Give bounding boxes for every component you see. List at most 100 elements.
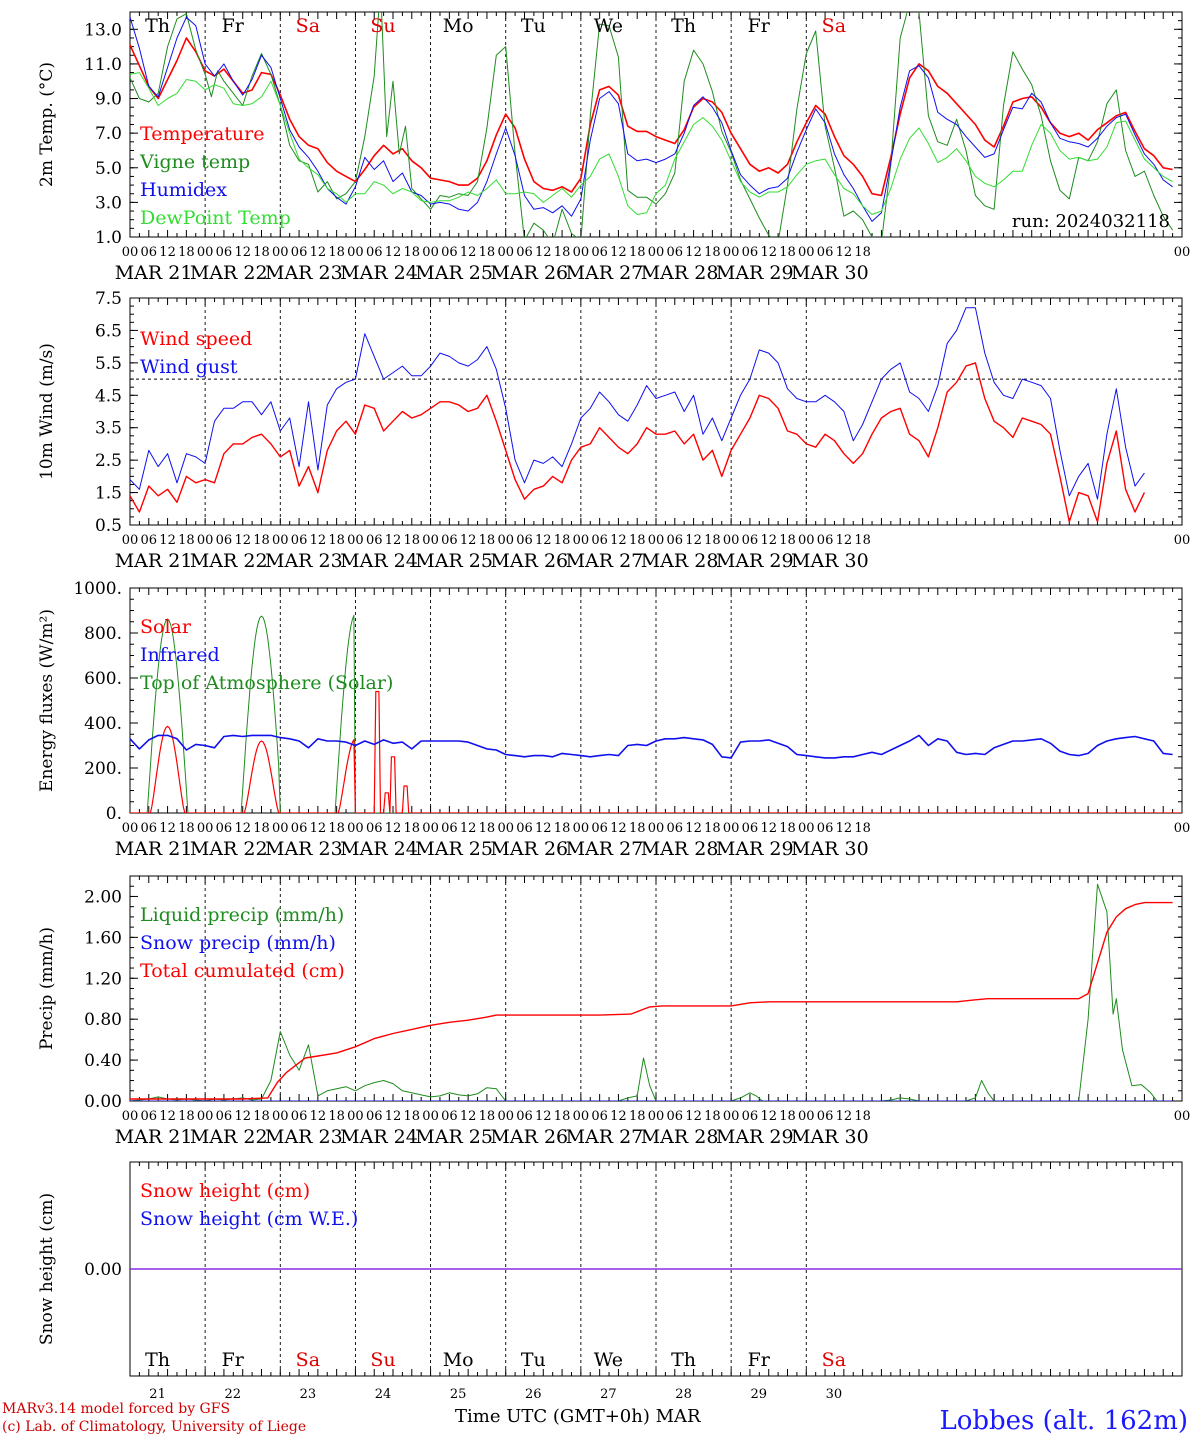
legend-entry: Solar (140, 616, 192, 638)
model-credit: MARv3.14 model forced by GFS (c) Lab. of… (2, 1400, 306, 1436)
y-tick-label: 0.00 (84, 1260, 122, 1280)
hour-tick-label: 12 (385, 245, 402, 260)
series-layer (130, 614, 1182, 813)
day-number-label: 26 (525, 1387, 542, 1402)
hour-tick-label: 18 (253, 533, 270, 548)
hour-tick-label: 06 (366, 1109, 383, 1124)
y-tick-label: 0.40 (84, 1051, 122, 1071)
hour-tick-label: 12 (159, 1109, 176, 1124)
hour-tick-label: 00 (723, 821, 740, 836)
legend-entry: Snow precip (mm/h) (140, 932, 336, 954)
hour-tick-label: 18 (854, 821, 871, 836)
hour-tick-label: 00 (122, 1109, 139, 1124)
hour-tick-label: 06 (742, 533, 759, 548)
y-tick-label: 4.5 (95, 386, 122, 406)
legend-entry: Snow height (cm) (140, 1180, 310, 1202)
hour-tick-label: 12 (836, 821, 853, 836)
hour-tick-label: 12 (310, 821, 327, 836)
date-label: MAR 30 (791, 550, 869, 572)
weekday-label-bottom: Su (370, 1349, 395, 1371)
hour-tick-label: 18 (404, 1109, 421, 1124)
legend-entry: Snow height (cm W.E.) (140, 1208, 358, 1230)
date-label: MAR 25 (415, 1126, 493, 1148)
hour-tick-label: 00 (197, 1109, 214, 1124)
date-label: MAR 29 (716, 838, 794, 860)
legend-entry: DewPoint Temp (140, 207, 291, 229)
y-tick-label: 7.0 (95, 124, 122, 144)
hour-tick-label: 18 (404, 821, 421, 836)
y-tick-label: 3.5 (95, 419, 122, 439)
hour-tick-label: 06 (141, 1109, 158, 1124)
series-wind-speed (130, 362, 1146, 523)
hour-tick-label: 00 (1174, 533, 1191, 548)
weekday-label-bottom: Th (145, 1349, 170, 1371)
hour-tick-label: 06 (516, 1109, 533, 1124)
hour-tick-label: 06 (216, 821, 233, 836)
hour-tick-label: 12 (535, 1109, 552, 1124)
date-label: MAR 23 (265, 1126, 343, 1148)
y-tick-label: 0.00 (84, 1092, 122, 1112)
run-label: run: 2024032118 (1012, 211, 1170, 232)
hour-tick-label: 00 (497, 533, 514, 548)
hour-tick-label: 18 (554, 245, 571, 260)
weekday-label-bottom: Tu (521, 1349, 546, 1371)
hour-tick-label: 00 (1174, 821, 1191, 836)
y-tick-label: 3.0 (95, 193, 122, 213)
date-label: MAR 29 (716, 262, 794, 284)
legend-entry: Liquid precip (mm/h) (140, 904, 344, 926)
hour-tick-label: 06 (141, 245, 158, 260)
hour-tick-label: 06 (817, 533, 834, 548)
hour-tick-label: 18 (629, 245, 646, 260)
hour-tick-label: 06 (742, 821, 759, 836)
hour-tick-label: 18 (253, 1109, 270, 1124)
hour-tick-label: 00 (648, 821, 665, 836)
hour-tick-label: 18 (328, 1109, 345, 1124)
hour-tick-label: 06 (516, 245, 533, 260)
hour-tick-label: 18 (704, 245, 721, 260)
hour-tick-label: 06 (817, 245, 834, 260)
hour-tick-label: 12 (836, 533, 853, 548)
panel-frame (129, 587, 1183, 814)
x-title-month: MAR (655, 1406, 701, 1427)
hour-tick-label: 06 (667, 533, 684, 548)
hour-tick-label: 12 (159, 245, 176, 260)
hour-tick-label: 00 (573, 245, 590, 260)
hour-tick-label: 12 (385, 533, 402, 548)
y-tick-label: 400. (84, 714, 122, 734)
y-axis-title: Snow height (cm) (37, 1193, 57, 1345)
hour-tick-label: 06 (441, 821, 458, 836)
y-tick-label: 1.20 (84, 969, 122, 989)
hour-tick-label: 00 (497, 245, 514, 260)
hour-tick-label: 00 (197, 533, 214, 548)
panel-1 (129, 11, 1183, 238)
date-label: MAR 28 (641, 1126, 719, 1148)
hour-tick-label: 00 (573, 821, 590, 836)
weekday-label-top: Th (145, 15, 170, 37)
hour-tick-label: 06 (817, 1109, 834, 1124)
legend-entry: Total cumulated (cm) (140, 960, 345, 982)
hour-tick-label: 00 (272, 821, 289, 836)
hour-tick-label: 00 (798, 533, 815, 548)
hour-tick-label: 12 (836, 245, 853, 260)
hour-tick-label: 06 (516, 821, 533, 836)
hour-tick-label: 06 (291, 533, 308, 548)
hour-tick-label: 12 (385, 821, 402, 836)
date-label: MAR 21 (115, 838, 193, 860)
hour-tick-label: 06 (441, 533, 458, 548)
y-axis-title: 10m Wind (m/s) (37, 343, 57, 480)
y-axis-title: 2m Temp. (°C) (37, 62, 57, 187)
date-label: MAR 28 (641, 550, 719, 572)
hour-tick-label: 00 (573, 533, 590, 548)
y-tick-label: 5.0 (95, 159, 122, 179)
weekday-label-top: Mo (443, 15, 474, 37)
y-tick-label: 2.00 (84, 887, 122, 907)
day-number-label: 25 (450, 1387, 467, 1402)
hour-tick-label: 00 (798, 1109, 815, 1124)
hour-tick-label: 12 (760, 1109, 777, 1124)
date-label: MAR 22 (190, 550, 268, 572)
hour-tick-label: 06 (591, 1109, 608, 1124)
weekday-label-top: Fr (748, 15, 771, 37)
series-layer (130, 307, 1146, 523)
hour-tick-label: 12 (760, 245, 777, 260)
hour-tick-label: 12 (310, 1109, 327, 1124)
